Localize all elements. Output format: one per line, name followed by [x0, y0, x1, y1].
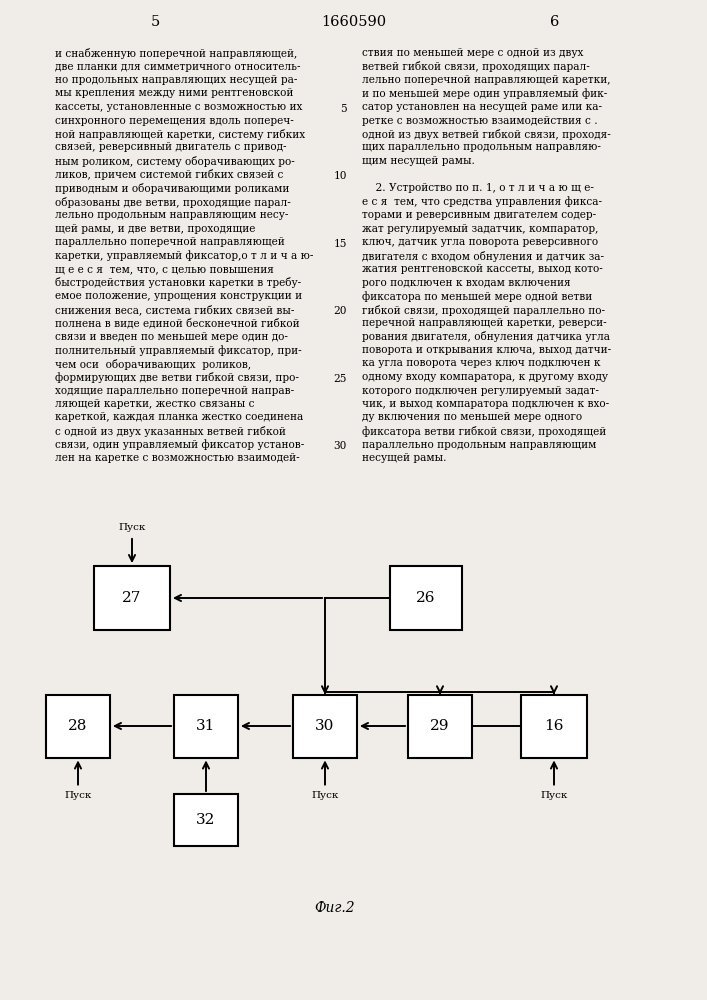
Text: фиксатора по меньшей мере одной ветви: фиксатора по меньшей мере одной ветви	[362, 291, 592, 302]
Text: фиксатора ветви гибкой связи, проходящей: фиксатора ветви гибкой связи, проходящей	[362, 426, 606, 437]
Text: лельно поперечной направляющей каретки,: лельно поперечной направляющей каретки,	[362, 75, 611, 85]
Text: жатия рентгеновской кассеты, выход кото-: жатия рентгеновской кассеты, выход кото-	[362, 264, 603, 274]
Text: связи и введен по меньшей мере один до-: связи и введен по меньшей мере один до-	[55, 332, 288, 342]
Text: 1660590: 1660590	[321, 15, 386, 29]
Text: Пуск: Пуск	[311, 792, 339, 800]
Text: гибкой связи, проходящей параллельно по-: гибкой связи, проходящей параллельно по-	[362, 304, 605, 316]
Text: 5: 5	[151, 15, 160, 29]
Text: связей, реверсивный двигатель с привод-: связей, реверсивный двигатель с привод-	[55, 142, 286, 152]
Bar	[174, 694, 238, 758]
Text: щей рамы, и две ветви, проходящие: щей рамы, и две ветви, проходящие	[55, 224, 255, 233]
Text: снижения веса, система гибких связей вы-: снижения веса, система гибких связей вы-	[55, 304, 294, 315]
Bar	[408, 694, 472, 758]
Text: Пуск: Пуск	[64, 792, 92, 800]
Text: ляющей каретки, жестко связаны с: ляющей каретки, жестко связаны с	[55, 399, 255, 409]
Text: 15: 15	[334, 239, 347, 249]
Text: лен на каретке с возможностью взаимодей-: лен на каретке с возможностью взаимодей-	[55, 453, 300, 463]
Text: связи, один управляемый фиксатор установ-: связи, один управляемый фиксатор установ…	[55, 440, 304, 450]
Text: торами и реверсивным двигателем содер-: торами и реверсивным двигателем содер-	[362, 210, 596, 220]
Text: каретки, управляемый фиксатор,о т л и ч а ю-: каретки, управляемый фиксатор,о т л и ч …	[55, 250, 313, 261]
Text: ветвей гибкой связи, проходящих парал-: ветвей гибкой связи, проходящих парал-	[362, 62, 590, 73]
Text: 6: 6	[550, 15, 560, 29]
Text: полнительный управляемый фиксатор, при-: полнительный управляемый фиксатор, при-	[55, 345, 302, 356]
Bar	[521, 694, 587, 758]
Text: 29: 29	[431, 719, 450, 733]
Text: которого подключен регулируемый задат-: которого подключен регулируемый задат-	[362, 385, 599, 395]
Text: ным роликом, систему оборачивающих ро-: ным роликом, систему оборачивающих ро-	[55, 156, 295, 167]
Bar	[94, 566, 170, 630]
Text: чем оси  оборачивающих  роликов,: чем оси оборачивающих роликов,	[55, 359, 251, 369]
Text: с одной из двух указанных ветвей гибкой: с одной из двух указанных ветвей гибкой	[55, 426, 286, 437]
Text: двигателя с входом обнуления и датчик за-: двигателя с входом обнуления и датчик за…	[362, 250, 604, 261]
Text: рования двигателя, обнуления датчика угла: рования двигателя, обнуления датчика угл…	[362, 332, 610, 342]
Text: параллельно продольным направляющим: параллельно продольным направляющим	[362, 440, 597, 450]
Text: формирующих две ветви гибкой связи, про-: формирующих две ветви гибкой связи, про-	[55, 372, 299, 383]
Text: 20: 20	[334, 306, 347, 316]
Text: ной направляющей каретки, систему гибких: ной направляющей каретки, систему гибких	[55, 129, 305, 140]
Text: две планки для симметричного относитель-: две планки для симметричного относитель-	[55, 62, 300, 72]
Text: параллельно поперечной направляющей: параллельно поперечной направляющей	[55, 237, 285, 247]
Text: перечной направляющей каретки, реверси-: перечной направляющей каретки, реверси-	[362, 318, 607, 328]
Text: одному входу компаратора, к другому входу: одному входу компаратора, к другому вход…	[362, 372, 608, 382]
Bar	[174, 794, 238, 846]
Text: поворота и открывания ключа, выход датчи-: поворота и открывания ключа, выход датчи…	[362, 345, 611, 355]
Text: Пуск: Пуск	[540, 792, 568, 800]
Text: кассеты, установленные с возможностью их: кассеты, установленные с возможностью их	[55, 102, 303, 112]
Text: 25: 25	[334, 374, 347, 384]
Text: е с я  тем, что средства управления фикса-: е с я тем, что средства управления фикса…	[362, 196, 602, 207]
Text: ликов, причем системой гибких связей с: ликов, причем системой гибких связей с	[55, 169, 284, 180]
Bar	[390, 566, 462, 630]
Text: жат регулируемый задатчик, компаратор,: жат регулируемый задатчик, компаратор,	[362, 224, 598, 233]
Text: но продольных направляющих несущей ра-: но продольных направляющих несущей ра-	[55, 75, 298, 85]
Text: приводным и оборачивающими роликами: приводным и оборачивающими роликами	[55, 183, 289, 194]
Text: емое положение, упрощения конструкции и: емое положение, упрощения конструкции и	[55, 291, 302, 301]
Text: 10: 10	[334, 171, 347, 181]
Text: 16: 16	[544, 719, 563, 733]
Text: лельно продольным направляющим несу-: лельно продольным направляющим несу-	[55, 210, 288, 220]
Text: щим несущей рамы.: щим несущей рамы.	[362, 156, 475, 166]
Text: ствия по меньшей мере с одной из двух: ствия по меньшей мере с одной из двух	[362, 48, 583, 58]
Text: ка угла поворота через ключ подключен к: ка угла поворота через ключ подключен к	[362, 359, 600, 368]
Text: 27: 27	[122, 591, 141, 605]
Text: 5: 5	[340, 104, 347, 114]
Text: и по меньшей мере один управляемый фик-: и по меньшей мере один управляемый фик-	[362, 89, 607, 99]
Text: Пуск: Пуск	[118, 523, 146, 532]
Text: ретке с возможностью взаимодействия с .: ретке с возможностью взаимодействия с .	[362, 115, 597, 125]
Text: сатор установлен на несущей раме или ка-: сатор установлен на несущей раме или ка-	[362, 102, 602, 112]
Text: чик, и выход компаратора подключен к вхо-: чик, и выход компаратора подключен к вхо…	[362, 399, 609, 409]
Bar	[46, 694, 110, 758]
Text: мы крепления между ними рентгеновской: мы крепления между ними рентгеновской	[55, 89, 293, 99]
Bar	[293, 694, 357, 758]
Text: синхронного перемещения вдоль попереч-: синхронного перемещения вдоль попереч-	[55, 115, 293, 125]
Text: одной из двух ветвей гибкой связи, проходя-: одной из двух ветвей гибкой связи, прохо…	[362, 129, 611, 140]
Text: 30: 30	[334, 441, 347, 451]
Text: щ е е с я  тем, что, с целью повышения: щ е е с я тем, что, с целью повышения	[55, 264, 274, 274]
Text: ду включения по меньшей мере одного: ду включения по меньшей мере одного	[362, 412, 582, 422]
Text: ходящие параллельно поперечной направ-: ходящие параллельно поперечной направ-	[55, 385, 294, 395]
Text: 32: 32	[197, 813, 216, 827]
Text: 28: 28	[69, 719, 88, 733]
Text: кареткой, каждая планка жестко соединена: кареткой, каждая планка жестко соединена	[55, 412, 303, 422]
Text: и снабженную поперечной направляющей,: и снабженную поперечной направляющей,	[55, 48, 297, 59]
Text: несущей рамы.: несущей рамы.	[362, 453, 447, 463]
Text: 30: 30	[315, 719, 334, 733]
Text: 2. Устройство по п. 1, о т л и ч а ю щ е-: 2. Устройство по п. 1, о т л и ч а ю щ е…	[362, 183, 594, 193]
Text: образованы две ветви, проходящие парал-: образованы две ветви, проходящие парал-	[55, 196, 291, 208]
Text: быстродействия установки каретки в требу-: быстродействия установки каретки в требу…	[55, 277, 301, 288]
Text: 26: 26	[416, 591, 436, 605]
Text: щих параллельно продольным направляю-: щих параллельно продольным направляю-	[362, 142, 601, 152]
Text: ключ, датчик угла поворота реверсивного: ключ, датчик угла поворота реверсивного	[362, 237, 598, 247]
Text: рого подключен к входам включения: рого подключен к входам включения	[362, 277, 571, 288]
Text: полнена в виде единой бесконечной гибкой: полнена в виде единой бесконечной гибкой	[55, 318, 300, 329]
Text: 31: 31	[197, 719, 216, 733]
Text: Фиг.2: Фиг.2	[315, 901, 356, 915]
